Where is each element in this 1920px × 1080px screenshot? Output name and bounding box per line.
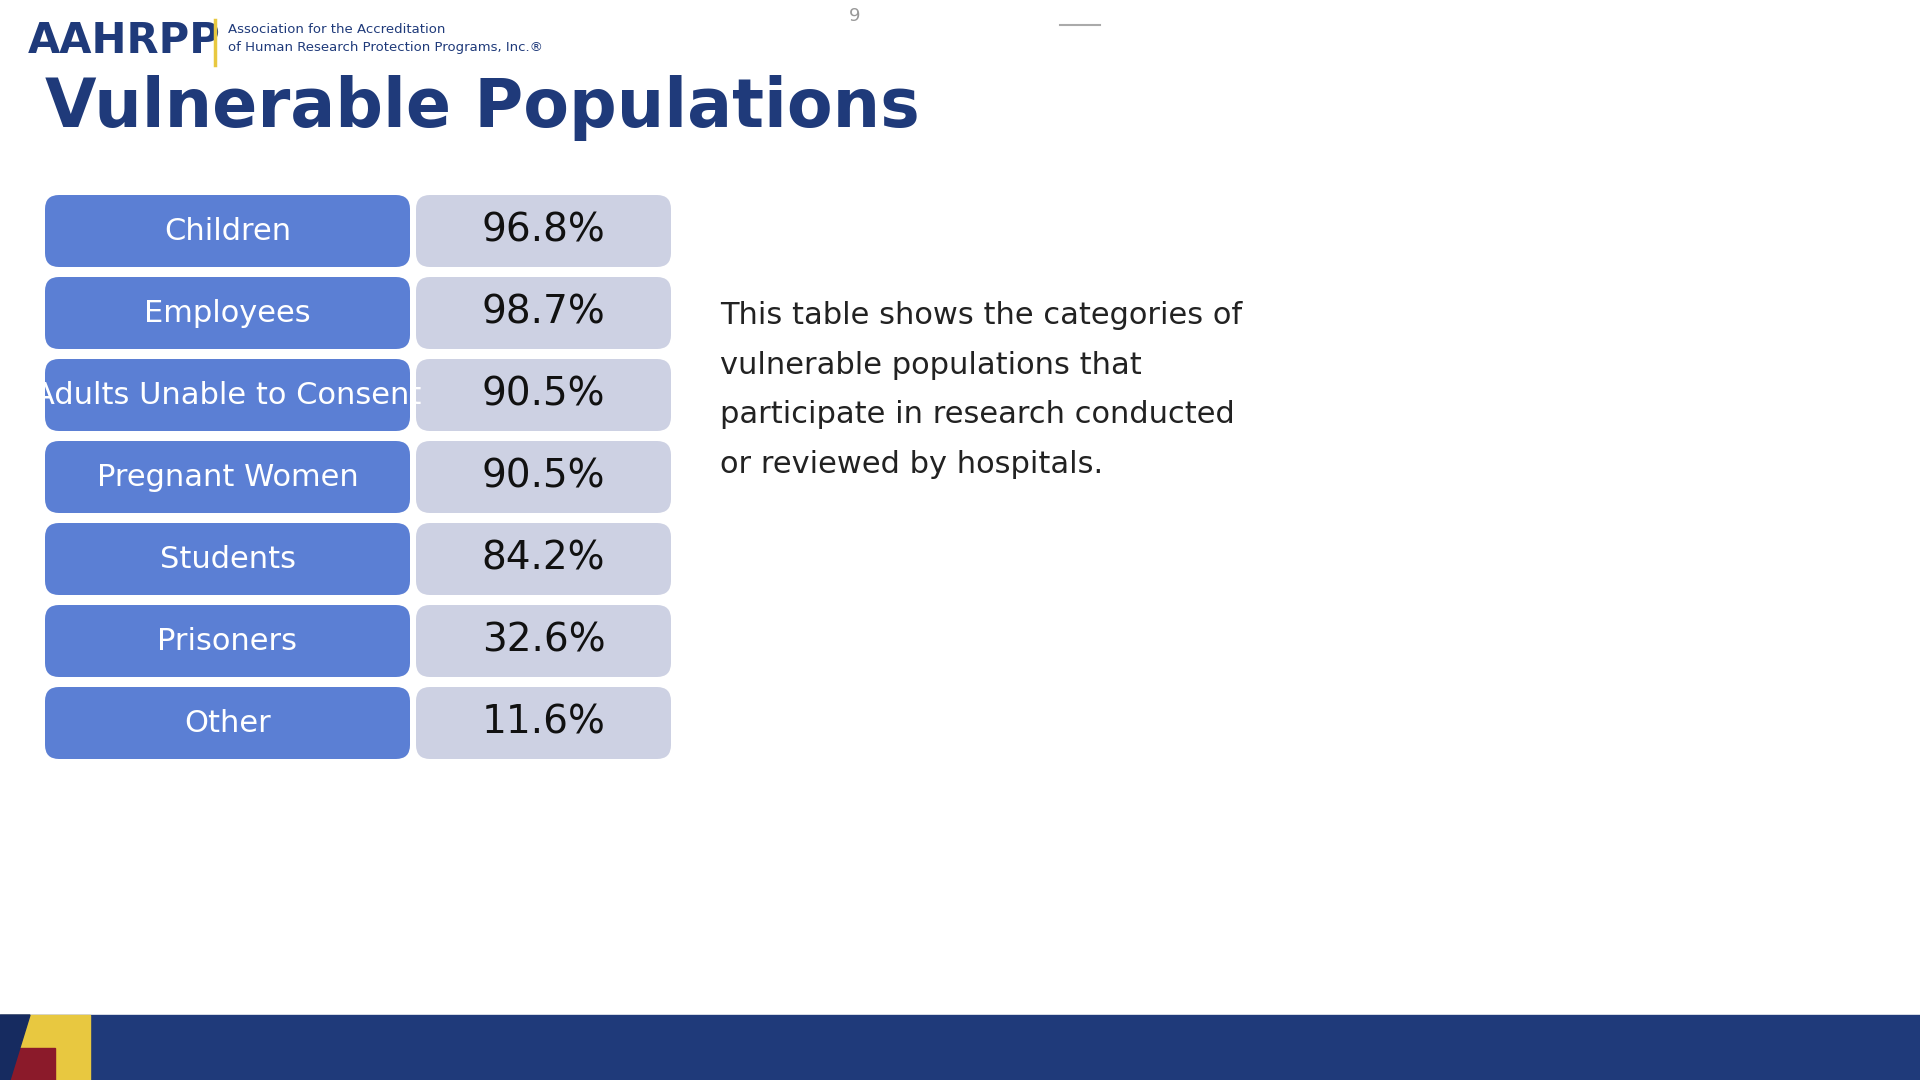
Text: This table shows the categories of
vulnerable populations that
participate in re: This table shows the categories of vulne… bbox=[720, 301, 1242, 480]
FancyBboxPatch shape bbox=[44, 523, 411, 595]
Text: Children: Children bbox=[163, 216, 292, 245]
Text: Prisoners: Prisoners bbox=[157, 626, 298, 656]
FancyBboxPatch shape bbox=[417, 195, 670, 267]
Polygon shape bbox=[0, 1015, 90, 1080]
Text: 32.6%: 32.6% bbox=[482, 622, 605, 660]
FancyBboxPatch shape bbox=[417, 605, 670, 677]
Text: Vulnerable Populations: Vulnerable Populations bbox=[44, 75, 920, 141]
Text: 90.5%: 90.5% bbox=[482, 376, 605, 414]
Text: 98.7%: 98.7% bbox=[482, 294, 605, 332]
Text: Adults Unable to Consent: Adults Unable to Consent bbox=[35, 380, 420, 409]
Text: 96.8%: 96.8% bbox=[482, 212, 605, 249]
Polygon shape bbox=[0, 1048, 56, 1080]
FancyBboxPatch shape bbox=[44, 359, 411, 431]
Text: 11.6%: 11.6% bbox=[482, 704, 605, 742]
Text: AAHRPP: AAHRPP bbox=[29, 21, 221, 62]
Text: 9: 9 bbox=[849, 6, 860, 25]
FancyBboxPatch shape bbox=[417, 441, 670, 513]
Text: Pregnant Women: Pregnant Women bbox=[96, 462, 359, 491]
Text: Students: Students bbox=[159, 544, 296, 573]
FancyBboxPatch shape bbox=[417, 276, 670, 349]
FancyBboxPatch shape bbox=[417, 687, 670, 759]
FancyBboxPatch shape bbox=[44, 195, 411, 267]
FancyBboxPatch shape bbox=[44, 441, 411, 513]
Text: Other: Other bbox=[184, 708, 271, 738]
FancyBboxPatch shape bbox=[417, 523, 670, 595]
Text: 90.5%: 90.5% bbox=[482, 458, 605, 496]
FancyBboxPatch shape bbox=[44, 687, 411, 759]
FancyBboxPatch shape bbox=[44, 605, 411, 677]
FancyBboxPatch shape bbox=[417, 359, 670, 431]
Text: 84.2%: 84.2% bbox=[482, 540, 605, 578]
FancyBboxPatch shape bbox=[44, 276, 411, 349]
Bar bbox=[0, 1015, 1920, 1080]
Text: Employees: Employees bbox=[144, 298, 311, 327]
Text: Association for the Accreditation
of Human Research Protection Programs, Inc.®: Association for the Accreditation of Hum… bbox=[228, 23, 543, 54]
Polygon shape bbox=[0, 1015, 31, 1080]
